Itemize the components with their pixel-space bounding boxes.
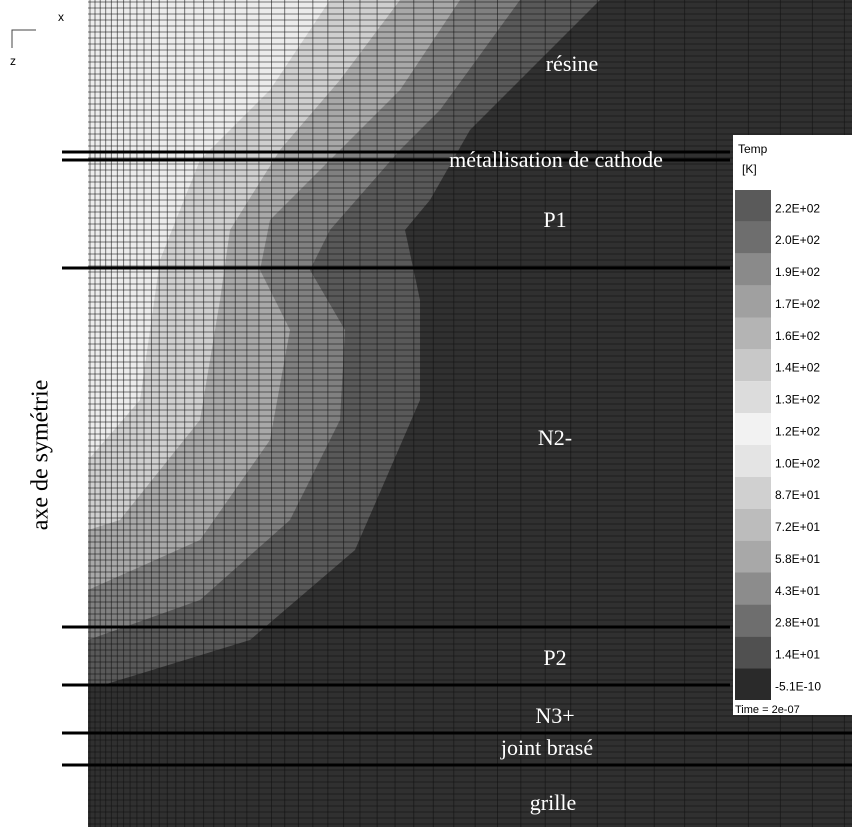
region-label: P1 xyxy=(543,207,566,232)
legend-label: -5.1E-10 xyxy=(775,679,821,693)
region-labels: résine métallisation de cathode P1 N2- P2 N3+… xyxy=(449,51,663,815)
axis-z-label: z xyxy=(10,54,16,68)
legend-label: 1.0E+02 xyxy=(775,456,820,470)
legend-swatch xyxy=(735,221,771,254)
interface-lines xyxy=(62,150,852,767)
mesh xyxy=(88,0,852,827)
region-label: grille xyxy=(530,790,576,815)
legend-scale: 2.2E+02 2.0E+02 1.9E+02 1.7E+02 1.6E+02 1.4E+… xyxy=(735,190,821,700)
legend-label: 2.0E+02 xyxy=(775,233,820,247)
legend-label: 8.7E+01 xyxy=(775,488,820,502)
region-label: résine xyxy=(546,51,599,76)
legend-label: 1.9E+02 xyxy=(775,265,820,279)
legend-swatch xyxy=(735,636,771,669)
legend-title: Temp xyxy=(738,142,768,156)
legend-swatch xyxy=(735,604,771,637)
contour-band xyxy=(88,0,330,460)
legend-swatch xyxy=(735,540,771,573)
legend-swatch xyxy=(735,508,771,541)
axis-indicator xyxy=(11,29,36,48)
legend-swatch xyxy=(735,668,771,700)
region-label: N2- xyxy=(538,425,572,450)
legend-unit: [K] xyxy=(742,162,757,176)
region-label: métallisation de cathode xyxy=(449,147,663,172)
legend-swatch xyxy=(735,253,771,286)
region-label: P2 xyxy=(543,645,566,670)
legend-swatch xyxy=(735,317,771,350)
legend-swatch xyxy=(735,572,771,605)
legend-swatch xyxy=(735,476,771,509)
legend-swatch xyxy=(735,285,771,318)
legend-label: 1.3E+02 xyxy=(775,393,820,407)
axis-x-label: x xyxy=(58,10,64,24)
symmetry-axis-label: axe de symétrie xyxy=(28,380,54,531)
legend-label: 1.2E+02 xyxy=(775,424,820,438)
legend-swatch xyxy=(735,413,771,445)
time-label: Time = 2e-07 xyxy=(735,704,800,716)
legend-label: 1.4E+02 xyxy=(775,361,820,375)
legend-label: 2.8E+01 xyxy=(775,616,820,630)
legend-label: 7.2E+01 xyxy=(775,520,820,534)
legend-label: 4.3E+01 xyxy=(775,584,820,598)
legend-label: 2.2E+02 xyxy=(775,201,820,215)
region-label: N3+ xyxy=(535,703,574,728)
legend-label: 1.4E+01 xyxy=(775,648,820,662)
legend-label: 1.7E+02 xyxy=(775,297,820,311)
axis-arrows xyxy=(11,29,36,48)
legend-label: 5.8E+01 xyxy=(775,552,820,566)
legend-swatch xyxy=(735,381,771,414)
legend-swatch xyxy=(735,190,771,222)
region-label: joint brasé xyxy=(500,735,593,760)
legend-label: 1.6E+02 xyxy=(775,329,820,343)
legend-swatch xyxy=(735,445,771,477)
legend-swatch xyxy=(735,349,771,382)
